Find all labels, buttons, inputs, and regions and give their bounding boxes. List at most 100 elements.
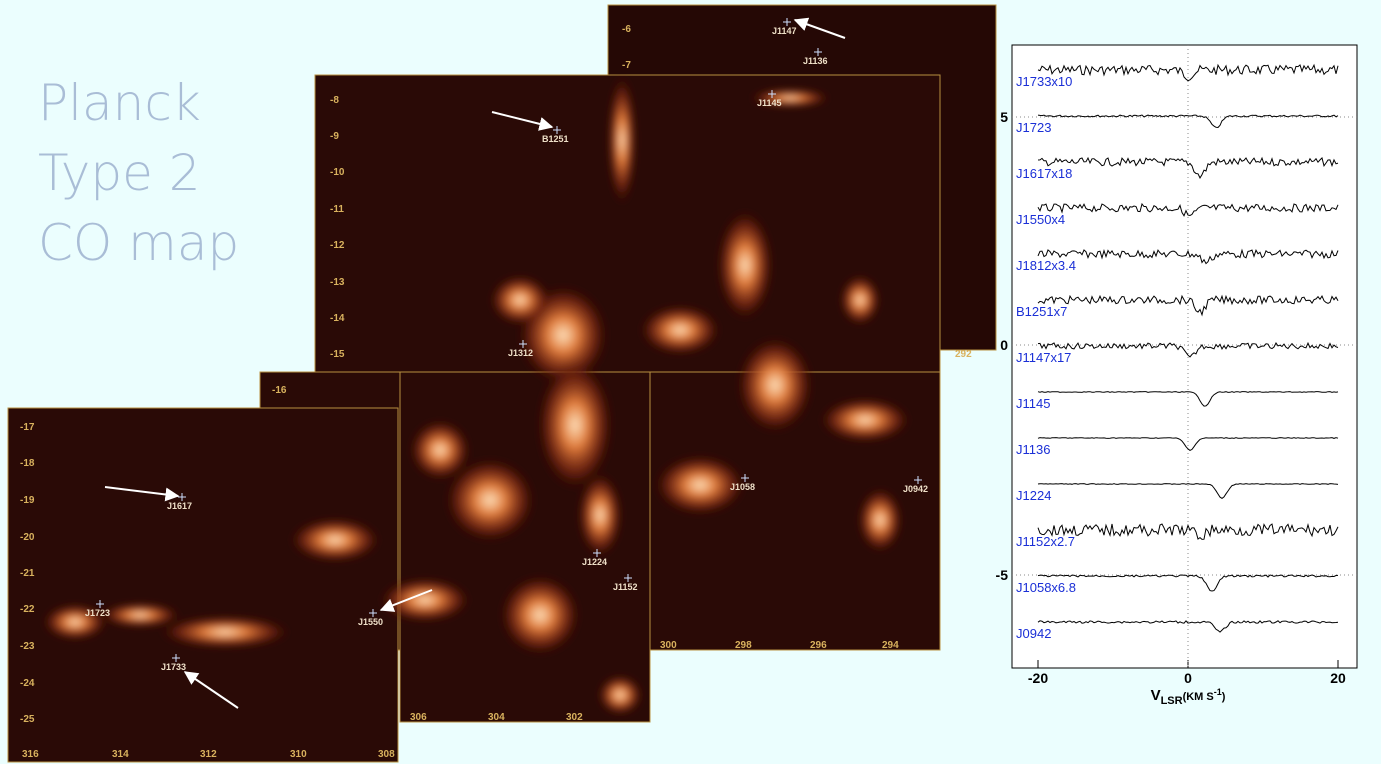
source-label: J1224 [582, 557, 607, 567]
emission-blob [608, 75, 636, 205]
lat-label: -17 [20, 422, 35, 433]
arrow [183, 671, 239, 709]
x-axis-title-part: V [1151, 687, 1161, 704]
lat-label: -7 [622, 60, 631, 71]
lat-label: -13 [330, 277, 345, 288]
source-label: J1145 [757, 98, 782, 108]
source-label: J1058 [730, 482, 755, 492]
title-line: Planck [38, 74, 201, 132]
spectrum-label: J1136 [1016, 442, 1050, 457]
source-cross [593, 549, 601, 557]
lat-label: -9 [330, 131, 339, 142]
lat-label: -16 [272, 385, 287, 396]
title-line: Type 2 [38, 144, 201, 202]
emission-blob [490, 275, 550, 325]
y-tick-label: 5 [1000, 109, 1008, 125]
lat-label: -23 [20, 641, 35, 652]
lon-label: 292 [955, 349, 972, 360]
spectrum-label: J1152x2.7 [1016, 534, 1075, 549]
spectrum-trace [1037, 341, 1339, 358]
emission-blob [380, 578, 470, 622]
lon-label: 302 [566, 712, 583, 723]
emission-blob [840, 275, 880, 325]
emission-blob [160, 616, 290, 648]
x-tick-label: -20 [1028, 670, 1048, 686]
lat-label: -14 [330, 313, 345, 324]
co-map [7, 4, 997, 763]
spectrum-label: J0942 [1016, 626, 1051, 641]
spectrum-label: J1058x6.8 [1016, 580, 1076, 595]
spectrum-label: J1617x18 [1016, 166, 1072, 181]
x-axis-title-part: -1 [1214, 687, 1222, 697]
spectrum-trace [1037, 202, 1339, 217]
lon-label: 304 [488, 712, 505, 723]
spectrum-label: J1723 [1016, 120, 1051, 135]
spectrum-label: J1550x4 [1016, 212, 1065, 227]
lon-label: 316 [22, 749, 39, 760]
source-label: J1312 [508, 348, 533, 358]
x-axis-title-part: LSR [1161, 695, 1183, 707]
spectra-frame [1011, 44, 1358, 669]
lon-label: 294 [882, 640, 899, 651]
source-label: J1617 [167, 501, 192, 511]
source-cross [624, 574, 632, 582]
lat-label: -6 [622, 24, 631, 35]
source-cross [741, 474, 749, 482]
spectrum-label: J1147x17 [1016, 350, 1071, 365]
title-line: CO map [38, 214, 239, 272]
source-label: J1147 [772, 26, 797, 36]
lon-label: 306 [410, 712, 427, 723]
lat-label: -10 [330, 167, 345, 178]
emission-blob [100, 603, 180, 627]
lon-label: 298 [735, 640, 752, 651]
lon-label: 308 [378, 749, 395, 760]
lon-label: 310 [290, 749, 307, 760]
source-cross [96, 600, 104, 608]
source-label: J1152 [613, 582, 638, 592]
source-label: J1550 [358, 617, 383, 627]
spectrum-trace [1037, 114, 1339, 129]
x-axis-title-part: ) [1222, 691, 1226, 703]
spectrum-trace [1037, 483, 1339, 500]
emission-blob [655, 455, 745, 515]
lon-label: 312 [200, 749, 217, 760]
source-cross [553, 126, 561, 134]
source-cross [783, 18, 791, 26]
spectrum-label: J1812x3.4 [1016, 258, 1076, 273]
spectrum-trace [1037, 294, 1339, 317]
spectrum-trace [1037, 63, 1339, 82]
lat-label: -25 [20, 714, 35, 725]
source-label: J1136 [803, 56, 828, 66]
lat-label: -11 [330, 204, 344, 215]
emission-blob [500, 575, 580, 655]
emission-blob [737, 337, 813, 433]
emission-blob [717, 210, 773, 320]
source-cross [814, 48, 822, 56]
spectrum-label: J1224 [1016, 488, 1051, 503]
spectrum-trace [1037, 156, 1339, 179]
spectrum-label: J1145 [1016, 396, 1050, 411]
spectrum-trace [1037, 248, 1339, 265]
x-tick-label: 20 [1330, 670, 1346, 686]
lon-label: 296 [810, 640, 827, 651]
source-label: B1251 [542, 134, 569, 144]
emission-blob [410, 420, 470, 480]
x-tick-label: 0 [1184, 670, 1192, 686]
lat-label: -15 [330, 349, 345, 360]
lat-label: -19 [20, 495, 35, 506]
lat-label: -24 [20, 678, 35, 689]
source-cross [172, 654, 180, 662]
arrow [793, 17, 846, 39]
spectrum-trace [1037, 620, 1339, 633]
y-tick-label: 0 [1000, 337, 1008, 353]
emission-blob [537, 360, 613, 490]
source-cross [519, 340, 527, 348]
lon-label: 300 [660, 640, 677, 651]
spectrum-trace [1037, 437, 1339, 451]
lat-label: -20 [20, 532, 35, 543]
x-axis-title: VLSR(KM S-1) [1151, 687, 1226, 707]
source-label: J1733 [161, 662, 186, 672]
emission-blob [445, 458, 535, 542]
